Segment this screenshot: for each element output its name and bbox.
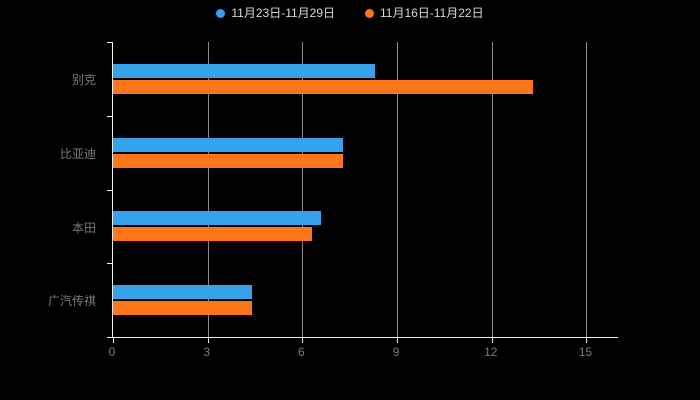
x-axis-tick (207, 338, 209, 343)
legend-label: 11月16日-11月22日 (380, 6, 484, 20)
legend-label: 11月23日-11月29日 (231, 6, 335, 20)
x-axis-tick (302, 338, 304, 343)
gridline (491, 42, 493, 337)
bar-segment[interactable] (113, 64, 375, 78)
y-axis-tick (107, 263, 112, 264)
x-axis-tick (397, 338, 399, 343)
x-axis-label: 9 (392, 345, 400, 359)
legend-item-week-current[interactable]: 11月23日-11月29日 (216, 7, 335, 19)
x-axis-label: 3 (203, 345, 211, 359)
x-axis-labels: 0 3 6 9 12 15 (108, 345, 617, 363)
legend-item-week-previous[interactable]: 11月16日-11月22日 (365, 7, 484, 19)
y-axis-tick (107, 116, 112, 117)
x-axis-tick (113, 338, 114, 343)
x-axis-label: 12 (484, 345, 498, 359)
bar-segment[interactable] (113, 285, 252, 299)
gridline (586, 42, 588, 337)
bar-segment[interactable] (113, 138, 344, 152)
category-label: 比亚迪 (59, 146, 96, 161)
plot-area (107, 42, 618, 343)
bar-segment[interactable] (113, 154, 344, 168)
legend-dot-icon (365, 8, 374, 18)
y-axis-tick (107, 337, 112, 338)
category-label: 广汽传祺 (47, 293, 96, 308)
gridline (397, 42, 399, 337)
category-label: 本田 (71, 220, 96, 235)
gridline (302, 42, 304, 337)
y-axis-tick (107, 190, 112, 191)
legend-dot-icon (216, 8, 226, 18)
x-axis-label: 15 (578, 345, 593, 359)
gridline (207, 42, 209, 337)
bar-segment[interactable] (113, 211, 322, 225)
bar-segment[interactable] (113, 301, 252, 315)
x-axis-tick (586, 338, 588, 343)
x-axis-tick (491, 338, 493, 343)
x-axis-label: 6 (298, 345, 305, 359)
bar-segment[interactable] (113, 227, 312, 241)
bar-segment[interactable] (113, 80, 533, 94)
legend: 11月23日-11月29日 11月16日-11月22日 (0, 7, 700, 19)
x-axis-label: 0 (108, 345, 116, 359)
y-axis-labels: 别克比亚迪本田广汽传祺 (0, 42, 104, 337)
category-label: 别克 (71, 72, 96, 87)
y-axis-tick (107, 42, 112, 43)
